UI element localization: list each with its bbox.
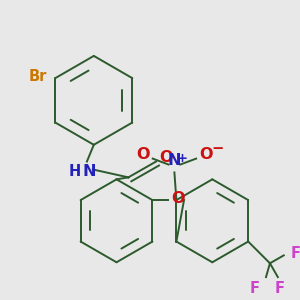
Text: F: F — [275, 281, 285, 296]
Text: N: N — [168, 154, 181, 169]
Text: O: O — [159, 150, 172, 165]
Text: N: N — [82, 164, 96, 178]
Text: O: O — [199, 147, 213, 162]
Text: +: + — [177, 152, 188, 165]
Text: −: − — [212, 141, 224, 156]
Text: F: F — [291, 246, 300, 261]
Text: O: O — [136, 147, 150, 162]
Text: F: F — [249, 281, 259, 296]
Text: Br: Br — [29, 69, 47, 84]
Text: H: H — [69, 164, 81, 178]
Text: O: O — [171, 190, 185, 206]
